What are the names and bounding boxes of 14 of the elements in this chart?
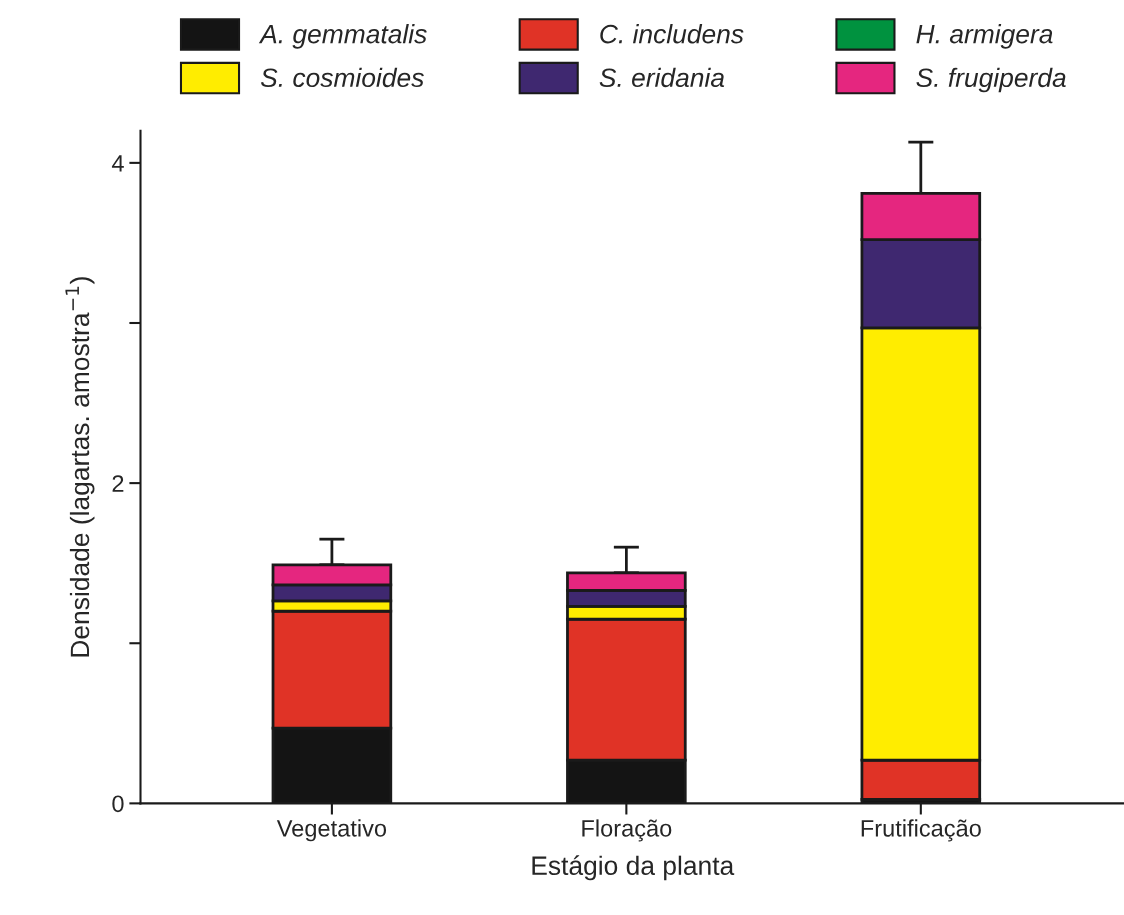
legend-label: C. includens (600, 24, 744, 44)
x-tick-label: Frutificação (861, 819, 981, 842)
legend-label: S. eridania (599, 67, 725, 88)
y-tick-label: 0 (112, 795, 124, 813)
y-tick-label: 2 (112, 475, 124, 492)
y-tick-label: 4 (111, 155, 124, 172)
x-tick-label: Vegetativo (276, 819, 387, 842)
legend-label: A. gemmatalis (258, 24, 427, 49)
y-axis-title: Densidade (lagartas. amostra$^{−1}$) (65, 277, 95, 657)
legend-label: S. frugiperda (916, 67, 1066, 93)
x-axis-title: Estágio da planta (532, 855, 735, 881)
legend-label: S. cosmioides (260, 67, 424, 88)
legend-label: H. armigera (916, 24, 1053, 49)
x-tick-label: Floração (582, 819, 672, 842)
